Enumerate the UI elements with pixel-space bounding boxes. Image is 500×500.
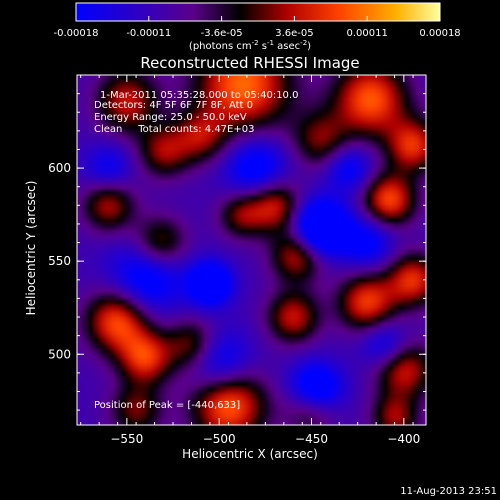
chart-title: Reconstructed RHESSI Image: [140, 54, 359, 72]
colorbar-tick-label: 0.00011: [347, 28, 388, 39]
y-tick-label: 550: [48, 254, 71, 268]
heatmap-image: [77, 75, 426, 425]
colorbar-tick-label: -0.00018: [54, 28, 99, 39]
colorbar-tick-label: -0.00011: [126, 28, 171, 39]
info-time-range: 1-Mar-2011 05:35:28.000 to 05:40:10.0: [100, 90, 298, 101]
y-tick-label: 500: [48, 347, 71, 361]
info-energy-range: Energy Range: 25.0 - 50.0 keV: [94, 112, 247, 123]
x-tick-label: −550: [110, 432, 143, 446]
colorbar-tick-label: 0.00018: [419, 28, 460, 39]
plot-frame: [76, 74, 427, 426]
info-peak-position: Position of Peak = [-440,633]: [94, 400, 240, 411]
info-block: 1-Mar-2011 05:35:28.000 to 05:40:10.0 De…: [94, 90, 298, 411]
x-axis: −550 −500 −450 −400: [80, 75, 420, 446]
colorbar-unit-label: (photons cm-2 s-1 asec-2): [189, 39, 311, 52]
y-axis: 500 550 600: [48, 74, 426, 411]
colorbar-frame: [75, 2, 441, 22]
info-clean-counts: Clean Total counts: 4.47E+03: [94, 124, 254, 135]
colorbar-ticks: -0.00018 -0.00011 -3.6e-05 3.6e-05 0.00011 0.…: [54, 16, 461, 39]
x-tick-label: −500: [203, 432, 236, 446]
colorbar: [76, 3, 440, 21]
footer-timestamp: 11-Aug-2013 23:51: [400, 486, 497, 497]
info-detectors: Detectors: 4F 5F 6F 7F 8F, Att 0: [94, 100, 253, 111]
x-tick-label: −450: [295, 432, 328, 446]
x-tick-label: −400: [387, 432, 420, 446]
y-tick-label: 600: [48, 161, 71, 175]
colorbar-tick-label: 3.6e-05: [275, 28, 313, 39]
y-axis-label: Heliocentric Y (arcsec): [24, 181, 38, 316]
x-axis-label: Heliocentric X (arcsec): [182, 447, 318, 461]
colorbar-tick-label: -3.6e-05: [201, 28, 243, 39]
